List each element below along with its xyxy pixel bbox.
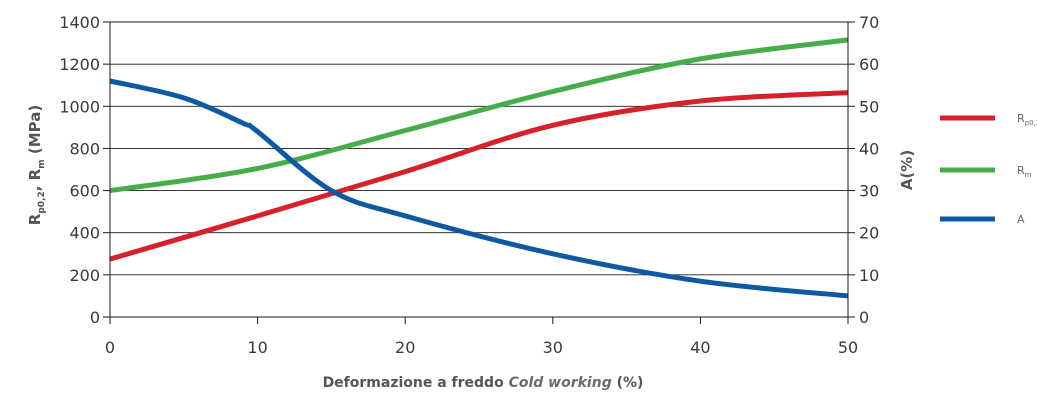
series-line-rp02 xyxy=(109,90,849,262)
y-left-axis-label: Rp0,2, Rm (MPa) xyxy=(26,105,47,225)
y-right-axis-label: A(%) xyxy=(898,150,916,190)
y-left-tick-label-1000: 1000 xyxy=(59,97,100,116)
x-tick-label-0: 0 xyxy=(105,338,115,357)
y-right-tick-label-10: 10 xyxy=(859,266,879,285)
y-left-tick-label-400: 400 xyxy=(69,224,100,243)
x-tick-label-40: 40 xyxy=(690,338,710,357)
y-right-tick-label-60: 60 xyxy=(859,55,879,74)
legend-label-a: A xyxy=(1017,213,1025,226)
y-left-tick-label-1400: 1400 xyxy=(59,13,100,32)
legend-label-rm: Rm xyxy=(1017,164,1032,179)
x-tick-label-20: 20 xyxy=(395,338,415,357)
y-right-tick-label-0: 0 xyxy=(859,308,869,327)
y-right-tick-label-50: 50 xyxy=(859,97,879,116)
y-right-tick-label-30: 30 xyxy=(859,182,879,201)
y-right-tick-label-70: 70 xyxy=(859,13,879,32)
axes: 0 10 20 30 40 5002004006008001000120014000102… xyxy=(59,13,879,357)
x-tick-label-30: 30 xyxy=(543,338,563,357)
x-axis-label: Deformazione a freddo Cold working (%) xyxy=(323,375,644,391)
y-left-tick-label-200: 200 xyxy=(69,266,100,285)
y-right-tick-label-40: 40 xyxy=(859,139,879,158)
y-left-tick-label-600: 600 xyxy=(69,182,100,201)
x-tick-label-50: 50 xyxy=(838,338,858,357)
legend-label-rp02: Rp0,2 xyxy=(1017,112,1037,127)
y-left-tick-label-1200: 1200 xyxy=(59,55,100,74)
y-right-tick-label-20: 20 xyxy=(859,224,879,243)
y-left-tick-label-0: 0 xyxy=(90,308,100,327)
x-tick-label-10: 10 xyxy=(247,338,267,357)
series-line-a xyxy=(109,78,849,299)
legend: Rp0,2 Rm A xyxy=(940,112,1037,226)
y-left-tick-label-800: 800 xyxy=(69,139,100,158)
series-line-rm xyxy=(109,37,849,194)
series-lines xyxy=(109,37,849,299)
grid-lines xyxy=(110,21,848,276)
